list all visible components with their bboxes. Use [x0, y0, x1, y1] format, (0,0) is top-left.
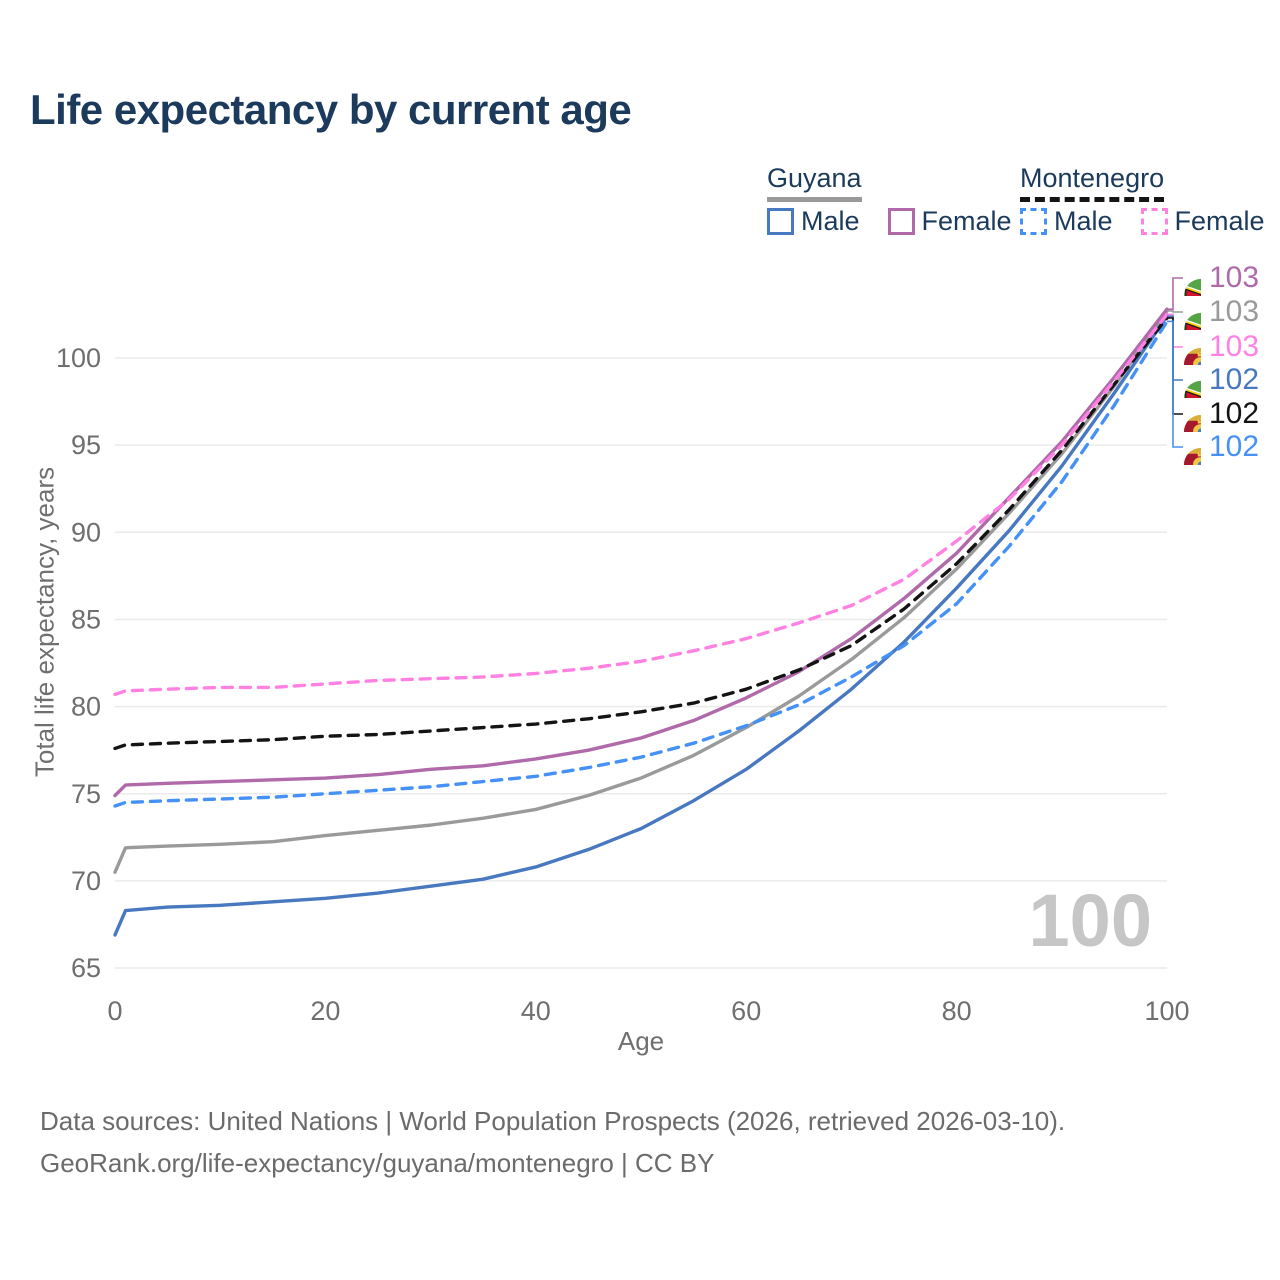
guyana-female-swatch-icon [887, 208, 915, 235]
end-label-row: 103 [1165, 294, 1259, 330]
y-axis-title: Total life expectancy, years [29, 466, 60, 778]
legend-guyana-title: Guyana [767, 163, 862, 202]
end-label-row: 103 [1165, 329, 1259, 365]
leader-line [1167, 320, 1183, 448]
legend-montenegro-items: Male Female [1020, 206, 1265, 237]
x-tick-label: 80 [942, 996, 972, 1026]
y-tick-label: 85 [71, 604, 101, 634]
legend-item-montenegro-male: Male [1020, 206, 1113, 237]
y-tick-label: 90 [71, 517, 101, 547]
legend-item-guyana-female: Female [887, 206, 1012, 237]
x-tick-label: 20 [310, 996, 340, 1026]
montenegro-flag-icon [1165, 329, 1201, 365]
attribution-text: GeoRank.org/life-expectancy/guyana/monte… [40, 1148, 715, 1178]
end-value: 102 [1209, 430, 1260, 463]
legend-item-label: Female [1174, 206, 1265, 236]
x-tick-label: 100 [1144, 996, 1189, 1026]
montenegro-flag-icon [1165, 429, 1201, 465]
y-tick-label: 65 [71, 953, 101, 983]
end-label-row: 102 [1165, 362, 1259, 398]
leader-line [1167, 277, 1183, 310]
guyana-flag-icon [1165, 362, 1201, 398]
guyana-male-swatch-icon [767, 208, 794, 235]
y-tick-label: 95 [71, 430, 101, 460]
x-tick-label: 0 [107, 996, 122, 1026]
x-tick-label: 40 [521, 996, 551, 1026]
legend-item-label: Male [1054, 206, 1113, 236]
end-label-row: 103 [1165, 260, 1259, 296]
legend-item-guyana-male: Male [767, 206, 860, 237]
leader-line [1167, 310, 1183, 313]
y-tick-label: 75 [71, 779, 101, 809]
end-value: 103 [1209, 330, 1260, 363]
end-label-row: 102 [1165, 396, 1259, 432]
guyana-flag-icon [1165, 294, 1201, 330]
montenegro-flag-icon [1165, 396, 1201, 432]
x-tick-label: 60 [731, 996, 761, 1026]
end-value: 102 [1209, 363, 1260, 396]
series-line-montenegro-male [113, 319, 1169, 808]
series-line-guyana-female [113, 307, 1169, 798]
age-watermark: 100 [1028, 879, 1152, 962]
legend-montenegro-title: Montenegro [1020, 163, 1165, 202]
montenegro-female-swatch-icon [1140, 208, 1168, 235]
series-line-guyana-both-sexes- [113, 309, 1169, 874]
legend-guyana-items: Male Female [767, 206, 1012, 237]
data-sources-text: Data sources: United Nations | World Pop… [40, 1106, 1066, 1136]
page-title: Life expectancy by current age [30, 86, 632, 133]
end-value: 102 [1209, 397, 1260, 430]
series-line-montenegro-both-sexes- [113, 316, 1169, 751]
guyana-flag-icon [1165, 260, 1201, 296]
end-label-row: 102 [1165, 429, 1259, 465]
montenegro-male-swatch-icon [1020, 208, 1047, 235]
series-line-guyana-male [113, 314, 1169, 937]
legend-item-label: Female [921, 206, 1012, 236]
end-value: 103 [1209, 295, 1260, 328]
y-tick-label: 70 [71, 866, 101, 896]
legend-item-montenegro-female: Female [1140, 206, 1265, 237]
y-tick-label: 100 [56, 343, 101, 373]
end-value: 103 [1209, 261, 1260, 294]
legend-group-montenegro: Montenegro [1020, 163, 1165, 202]
legend-group-guyana: Guyana [767, 163, 862, 202]
series-line-montenegro-female [113, 312, 1169, 697]
x-axis-title: Age [617, 1026, 665, 1056]
y-tick-label: 80 [71, 692, 101, 722]
legend-item-label: Male [801, 206, 860, 236]
